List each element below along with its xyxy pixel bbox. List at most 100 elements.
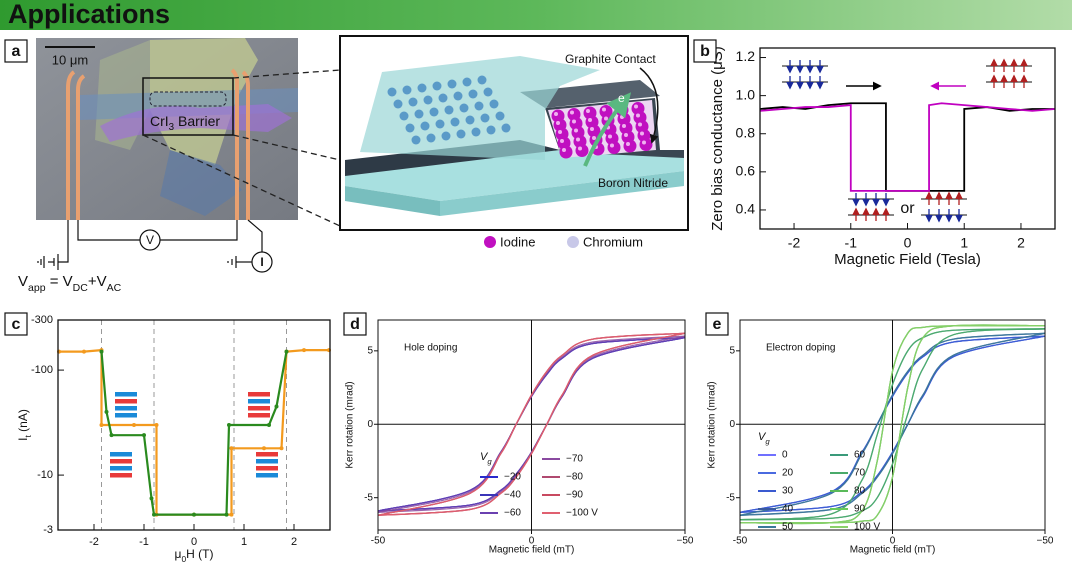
- loop-branch: [377, 332, 686, 516]
- legend-label: 20: [782, 468, 794, 479]
- legend-title: Vg: [758, 431, 770, 446]
- atom-highlight: [602, 107, 606, 112]
- panel-label-box: [4, 39, 28, 63]
- panel-label-box: [343, 312, 367, 336]
- chromium-atom: [444, 105, 454, 115]
- layer-icon: [256, 473, 278, 478]
- loop-branch: [739, 324, 1046, 524]
- iodine-swatch: [484, 236, 496, 248]
- chromium-atom: [435, 119, 445, 129]
- atom-highlight: [642, 140, 646, 145]
- x-axis-label: Magnetic Field (Tesla): [834, 251, 981, 268]
- chromium-atom: [393, 99, 403, 109]
- legend-label: −20: [504, 472, 521, 483]
- atom-highlight: [570, 110, 574, 115]
- x-tick-label: 1: [960, 234, 968, 250]
- y-tick-label: 5: [729, 345, 735, 356]
- data-point: [229, 512, 234, 517]
- plot-frame: [759, 47, 1056, 230]
- x-axis-label: Magnetic field (mT): [850, 545, 936, 556]
- legend-label: −90: [566, 490, 583, 501]
- x-tick-label: 0: [904, 234, 912, 250]
- atom-highlight: [638, 122, 642, 127]
- legend-label: 80: [854, 486, 866, 497]
- loop-branch: [739, 335, 1046, 514]
- x-tick-label: -2: [89, 536, 99, 548]
- panel-label: d: [350, 316, 360, 333]
- chromium-atom: [483, 87, 493, 97]
- data-point: [227, 423, 231, 427]
- legend-label: −40: [504, 490, 521, 501]
- data-point: [224, 512, 229, 517]
- atom-highlight: [578, 146, 582, 151]
- x-tick-label: 2: [1017, 234, 1025, 250]
- atom-highlight: [588, 118, 592, 122]
- series-line: [59, 348, 329, 516]
- series-line: [100, 351, 288, 516]
- graphite-label: Graphite Contact: [565, 52, 656, 66]
- chromium-atom: [432, 81, 442, 91]
- chromium-atom: [471, 127, 481, 137]
- subscript: g: [765, 437, 770, 446]
- iodine-atom: [607, 141, 621, 154]
- device-illustration: [339, 35, 689, 231]
- text-part: Barrier: [174, 113, 220, 129]
- text-part: V: [758, 431, 767, 443]
- legend-label: 90: [854, 504, 866, 515]
- legend-label: −60: [504, 508, 521, 519]
- data-point: [142, 433, 146, 438]
- layer-icon: [248, 399, 270, 404]
- text-part: μ: [175, 547, 182, 561]
- atom-highlight: [624, 133, 628, 137]
- x-tick-label: -2: [788, 234, 801, 250]
- chromium-atom: [438, 93, 448, 103]
- atom-highlight: [562, 148, 566, 152]
- atom-highlight: [610, 143, 614, 148]
- y-axis-label: It (nA): [16, 409, 33, 441]
- atom-highlight: [572, 119, 576, 124]
- x-tick-label: 2: [291, 536, 297, 548]
- header-title: Applications: [8, 0, 170, 29]
- panel-label-box: [705, 312, 729, 336]
- annotation: Electron doping: [766, 343, 836, 354]
- legend-label: 60: [854, 450, 866, 461]
- layer-icon: [248, 392, 270, 397]
- chromium-atom: [417, 83, 427, 93]
- chromium-atom: [420, 121, 430, 131]
- y-axis-label: Kerr rotation (mrad): [345, 381, 356, 468]
- atom-highlight: [634, 104, 638, 109]
- loop-branch: [739, 328, 1046, 521]
- data-point: [284, 349, 289, 354]
- y-tick-label: 5: [367, 345, 373, 356]
- chromium-atom: [447, 79, 457, 89]
- loop-branch: [739, 332, 1046, 516]
- x-tick-label: -50: [733, 536, 748, 547]
- chromium-atom: [426, 133, 436, 143]
- chromium-atom: [450, 117, 460, 127]
- annotation: Hole doping: [404, 343, 457, 354]
- panel-label-box: [693, 39, 717, 63]
- data-point: [267, 423, 271, 427]
- legend-label: Chromium: [583, 234, 643, 249]
- chromium-atom: [441, 131, 451, 141]
- y-tick-label: 0.8: [736, 124, 756, 140]
- legend-label: 70: [854, 468, 866, 479]
- data-point: [262, 446, 266, 451]
- y-tick-label: -100: [31, 364, 53, 376]
- chromium-atom: [453, 91, 463, 101]
- y-tick-label: 1.2: [736, 48, 756, 64]
- atom-highlight: [620, 115, 624, 119]
- x-tick-label: -50: [371, 536, 386, 547]
- chromium-swatch: [567, 236, 579, 248]
- x-tick-label: 0: [890, 536, 896, 547]
- data-point: [82, 349, 86, 354]
- x-tick-label: 0: [529, 536, 535, 547]
- loop-branch: [739, 335, 1046, 514]
- text-part: (nA): [16, 409, 30, 435]
- x-tick-label: -1: [845, 234, 858, 250]
- chromium-atom: [399, 111, 409, 121]
- x-tick-label: −50: [1037, 536, 1054, 547]
- layer-icon: [256, 459, 278, 464]
- legend-label: −80: [566, 472, 583, 483]
- layer-icon: [110, 473, 132, 478]
